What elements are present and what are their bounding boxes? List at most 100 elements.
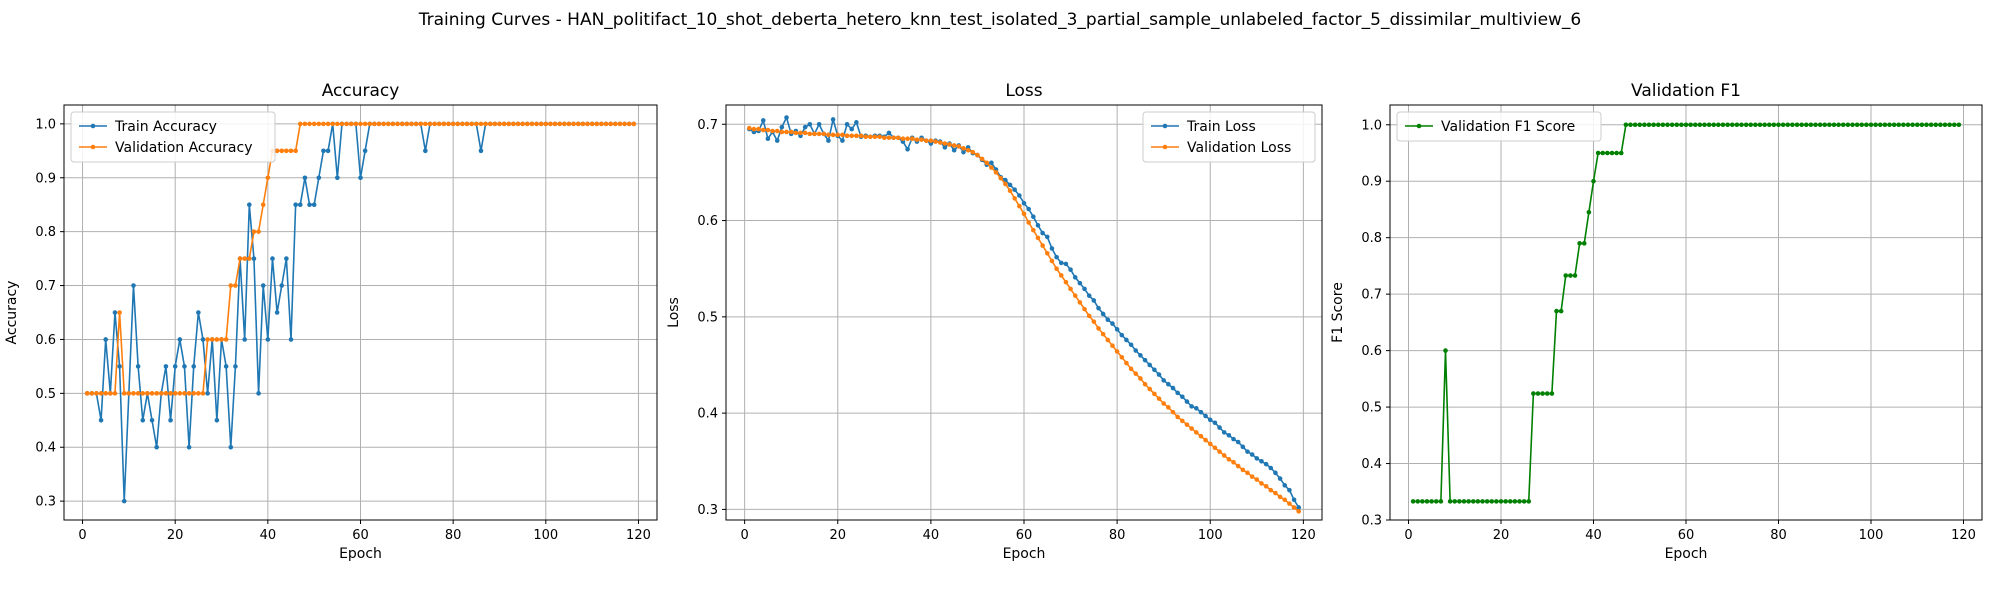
data-point <box>1470 499 1476 504</box>
data-point <box>1702 122 1707 128</box>
data-point <box>1072 293 1078 298</box>
y-axis-label: Accuracy <box>4 281 20 345</box>
data-point <box>1896 122 1902 128</box>
data-point <box>905 136 910 142</box>
data-point <box>1175 414 1180 420</box>
data-point <box>177 337 183 342</box>
data-point <box>562 121 567 127</box>
data-point <box>1822 122 1828 128</box>
data-point <box>1147 362 1153 368</box>
data-point <box>89 391 95 396</box>
data-point <box>975 152 980 158</box>
data-point <box>325 121 331 127</box>
y-tick-label: 0.4 <box>1361 457 1382 472</box>
data-point <box>1221 453 1227 458</box>
data-point <box>84 391 90 396</box>
data-point <box>492 121 498 127</box>
data-point <box>1748 122 1754 128</box>
data-point <box>1521 499 1527 504</box>
data-point <box>1905 122 1911 128</box>
data-point <box>1287 501 1292 506</box>
legend-label: Validation Accuracy <box>115 140 253 156</box>
data-point <box>163 391 169 396</box>
data-point <box>98 391 104 396</box>
data-point <box>131 391 136 396</box>
data-point <box>760 118 766 123</box>
data-point <box>1859 122 1865 128</box>
data-point <box>1100 331 1106 337</box>
data-point <box>746 125 752 131</box>
data-point <box>784 115 789 120</box>
y-tick-label: 0.5 <box>1361 401 1382 416</box>
data-point <box>1235 463 1241 469</box>
data-point <box>427 121 433 127</box>
data-point <box>1803 122 1809 128</box>
data-point <box>1221 430 1227 435</box>
data-point <box>1674 122 1680 128</box>
data-point <box>1287 487 1292 493</box>
data-point <box>631 121 637 127</box>
data-point <box>868 134 873 140</box>
data-point <box>511 121 516 127</box>
data-point <box>886 130 892 136</box>
data-point <box>1623 122 1629 128</box>
data-point <box>177 391 183 396</box>
legend-marker <box>1416 123 1422 129</box>
data-point <box>1549 391 1555 396</box>
data-point <box>1716 122 1721 128</box>
data-point <box>228 444 234 450</box>
data-point <box>297 202 303 208</box>
data-point <box>233 364 238 369</box>
y-tick-label: 0.7 <box>35 279 56 294</box>
data-point <box>854 120 859 125</box>
data-point <box>367 121 373 127</box>
y-axis-label: F1 Score <box>1330 282 1346 343</box>
data-point <box>1850 122 1855 128</box>
data-point <box>1558 308 1564 314</box>
data-point <box>1138 376 1143 381</box>
data-point <box>524 121 530 127</box>
y-tick-label: 0.8 <box>1361 231 1382 246</box>
data-point <box>330 121 336 127</box>
data-point <box>1503 499 1508 504</box>
data-point <box>1420 499 1425 504</box>
data-point <box>1063 261 1069 267</box>
data-point <box>385 121 391 127</box>
y-tick-label: 0.8 <box>35 225 56 240</box>
data-point <box>251 229 257 234</box>
x-axis-label: Epoch <box>339 546 382 562</box>
data-point <box>1012 187 1017 193</box>
data-point <box>608 121 613 127</box>
data-point <box>854 133 859 139</box>
y-tick-label: 0.5 <box>35 387 56 402</box>
data-point <box>1096 305 1101 311</box>
data-point <box>149 417 155 423</box>
data-point <box>1133 348 1139 353</box>
data-point <box>1203 437 1208 443</box>
data-point <box>1110 321 1115 326</box>
data-point <box>1577 241 1582 246</box>
legend: Train Accuracy Validation Accuracy <box>70 111 276 163</box>
data-point <box>399 121 405 127</box>
data-point <box>1268 465 1274 471</box>
data-point <box>1217 425 1222 430</box>
x-tick-label: 60 <box>352 528 369 543</box>
data-point <box>1152 367 1157 373</box>
data-point <box>1461 499 1467 504</box>
data-point <box>840 132 845 138</box>
x-tick-label: 120 <box>1951 528 1976 543</box>
data-point <box>1017 203 1022 209</box>
data-point <box>830 132 836 138</box>
legend-marker <box>90 144 96 150</box>
data-point <box>1591 178 1596 184</box>
data-point <box>418 121 424 127</box>
data-point <box>1068 286 1073 292</box>
data-point <box>376 121 382 127</box>
data-point <box>989 165 994 170</box>
data-point <box>297 121 303 127</box>
data-point <box>1586 209 1592 215</box>
data-point <box>1003 181 1008 187</box>
data-point <box>316 175 322 181</box>
data-point <box>200 391 206 396</box>
data-point <box>1193 430 1199 435</box>
